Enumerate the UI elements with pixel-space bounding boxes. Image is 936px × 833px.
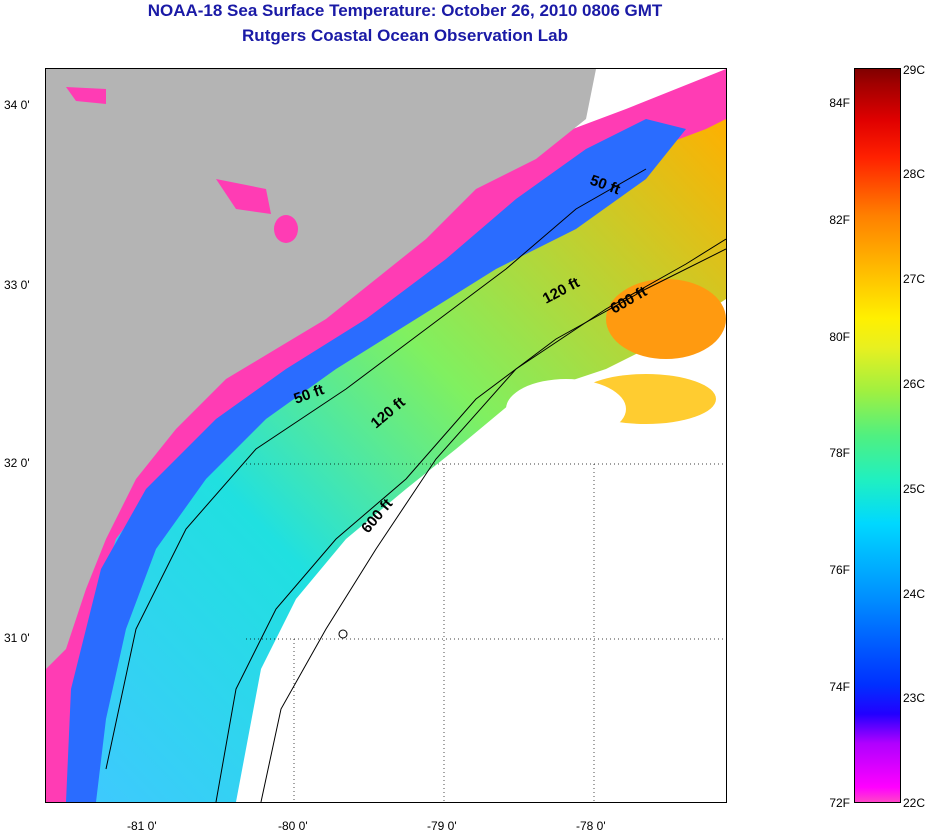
warm-patch: [606, 279, 726, 359]
colorbar-c-label: 28C: [903, 167, 926, 181]
longitude-label: -80 0': [278, 819, 308, 833]
inland-lake: [66, 87, 106, 104]
colorbar-f-label: 76F: [829, 563, 850, 577]
latitude-label: 34 0': [4, 98, 30, 112]
land-mass: [46, 69, 596, 669]
longitude-label: -78 0': [576, 819, 606, 833]
sst-map-canvas: 50 ft 50 ft 120 ft 120 ft 600 ft 600 ft: [46, 69, 726, 802]
inland-lake: [216, 179, 271, 214]
colorbar-c-label: 27C: [903, 272, 926, 286]
longitude-label: -79 0': [427, 819, 457, 833]
inland-lake: [274, 215, 298, 243]
nearshore-water: [66, 119, 686, 802]
colorbar-c-label: 24C: [903, 587, 926, 601]
colorbar-c-label: 29C: [903, 63, 926, 77]
colorbar-c-label: 23C: [903, 691, 926, 705]
latitude-label: 33 0': [4, 278, 30, 292]
map-title: NOAA-18 Sea Surface Temperature: October…: [147, 1, 663, 20]
latitude-label: 31 0': [4, 631, 30, 645]
isobath-50ft: [105, 168, 647, 770]
latitude-label: 32 0': [4, 456, 30, 470]
colorbar-f-label: 80F: [829, 330, 850, 344]
cloud-patch: [506, 379, 626, 439]
temperature-colorbar: [854, 68, 901, 803]
colorbar-f-label: 84F: [829, 96, 850, 110]
cloud-patch: [456, 469, 536, 509]
colorbar-f-label: 82F: [829, 213, 850, 227]
colorbar-f-label: 74F: [829, 680, 850, 694]
colorbar-f-label: 72F: [829, 796, 850, 810]
colorbar-f-label: 78F: [829, 446, 850, 460]
colorbar-c-label: 26C: [903, 377, 926, 391]
contour-ring: [338, 629, 348, 639]
colorbar-c-label: 25C: [903, 482, 926, 496]
longitude-label: -81 0': [127, 819, 157, 833]
isobath-600ft: [260, 238, 726, 802]
shelf-water: [66, 119, 726, 802]
sst-map: 50 ft 50 ft 120 ft 120 ft 600 ft 600 ft: [45, 68, 727, 803]
isobath-120ft: [215, 248, 726, 802]
colorbar-c-label: 22C: [903, 796, 926, 810]
map-subtitle: Rutgers Coastal Ocean Observation Lab: [242, 26, 568, 45]
